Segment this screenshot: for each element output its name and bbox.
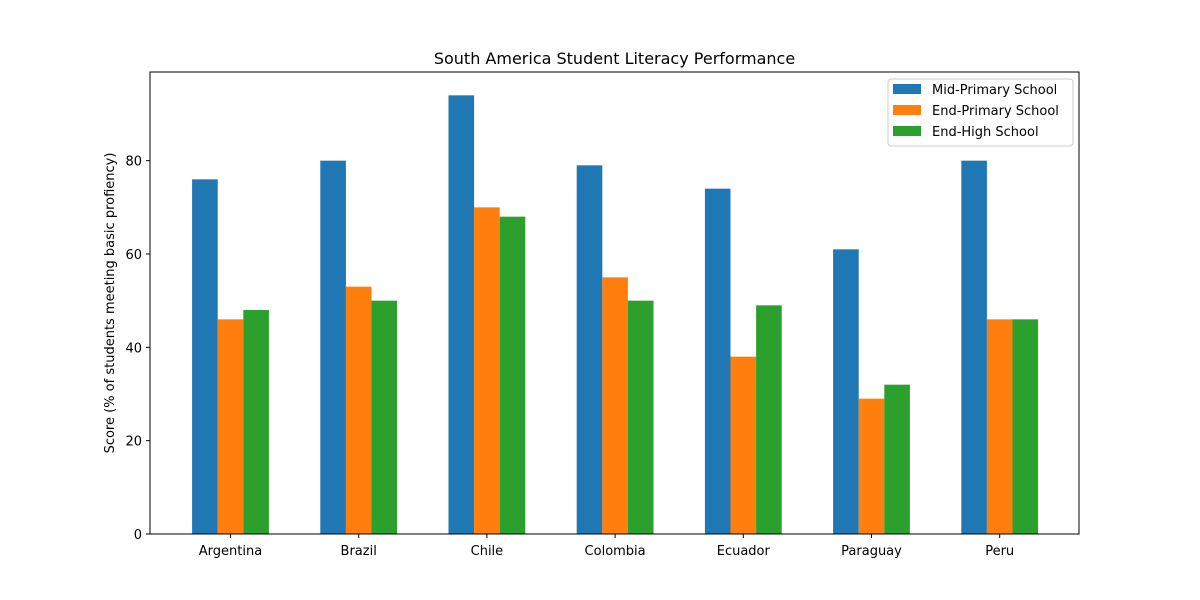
bar-colombia-series-1 bbox=[576, 165, 603, 535]
x-tick-label: Colombia bbox=[585, 544, 646, 559]
bar-peru-series-1 bbox=[961, 160, 987, 534]
x-tick-label: Paraguay bbox=[841, 544, 902, 559]
bar-ecuador-series-3 bbox=[756, 305, 782, 534]
legend-box bbox=[887, 78, 1074, 147]
bar-ecuador-series-2 bbox=[730, 356, 757, 534]
legend-label: End-Primary School bbox=[932, 104, 1059, 119]
x-tick-label: Brazil bbox=[341, 544, 377, 559]
bar-chile-series-2 bbox=[474, 207, 500, 535]
x-tick-label: Ecuador bbox=[717, 544, 771, 559]
bars bbox=[192, 95, 1039, 535]
y-tick-label: 20 bbox=[125, 435, 142, 450]
x-ticks: Argentina Brazil Chile Colombia Ecuador Parag… bbox=[199, 534, 1014, 559]
bar-paraguay-series-3 bbox=[884, 384, 910, 534]
bar-paraguay-series-1 bbox=[833, 249, 859, 535]
legend-label: Mid-Primary School bbox=[932, 83, 1057, 98]
bar-brazil-series-2 bbox=[345, 286, 372, 534]
y-tick-label: 80 bbox=[125, 155, 142, 170]
legend-swatch bbox=[893, 126, 921, 136]
bar-colombia-series-2 bbox=[602, 277, 628, 534]
bar-paraguay-series-2 bbox=[858, 398, 885, 534]
legend-swatch bbox=[893, 105, 921, 115]
bar-chile-series-1 bbox=[448, 95, 475, 534]
y-axis-label: Score (% of students meeting basic profi… bbox=[103, 153, 118, 454]
legend: Mid-Primary School End-Primary School End-… bbox=[887, 78, 1074, 147]
bar-chile-series-3 bbox=[499, 216, 526, 534]
x-tick-label: Chile bbox=[471, 544, 504, 559]
chart-title: South America Student Literacy Performan… bbox=[434, 49, 795, 68]
legend-swatch bbox=[893, 84, 921, 94]
y-tick-label: 60 bbox=[125, 248, 142, 263]
x-tick-label: Peru bbox=[985, 544, 1014, 559]
bar-argentina-series-2 bbox=[217, 319, 244, 534]
bar-brazil-series-3 bbox=[371, 300, 398, 534]
bar-argentina-series-3 bbox=[243, 310, 269, 534]
bar-argentina-series-1 bbox=[192, 179, 218, 535]
legend-label: End-High School bbox=[932, 125, 1039, 140]
y-ticks: 0 20 40 60 80 bbox=[125, 155, 150, 543]
plot-frame bbox=[149, 71, 1080, 535]
bar-brazil-series-1 bbox=[320, 160, 346, 534]
y-tick-label: 40 bbox=[125, 341, 142, 356]
bar-colombia-series-3 bbox=[627, 300, 654, 534]
x-tick-label: Argentina bbox=[199, 544, 262, 559]
bar-peru-series-3 bbox=[1012, 319, 1039, 534]
bar-peru-series-2 bbox=[986, 319, 1013, 534]
y-tick-label: 0 bbox=[134, 528, 142, 543]
bar-ecuador-series-1 bbox=[704, 188, 731, 534]
